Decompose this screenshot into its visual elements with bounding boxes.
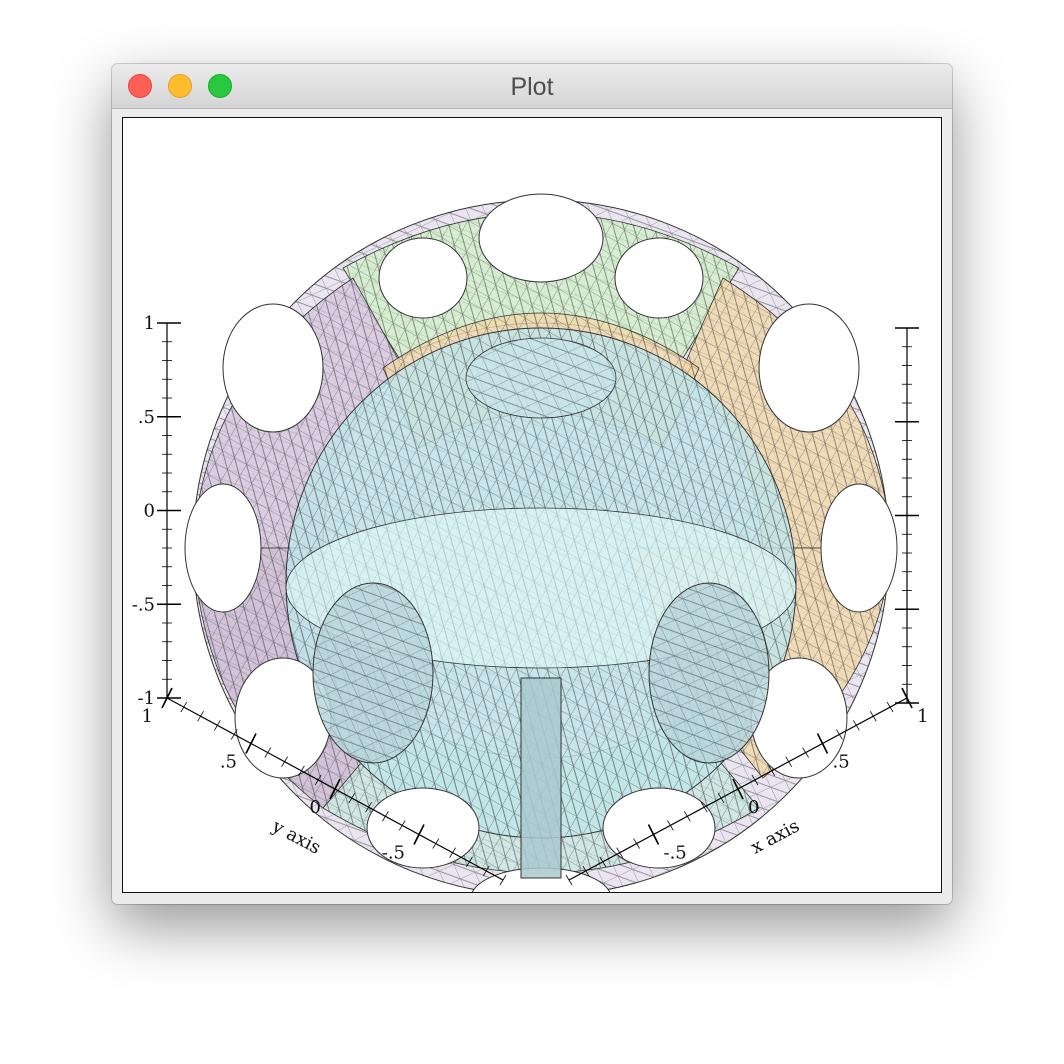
y-minor-tick — [466, 856, 473, 868]
y-minor-tick — [348, 792, 356, 804]
y-major-tick — [161, 687, 173, 709]
surface-group — [184, 193, 898, 892]
axes-group — [157, 322, 919, 886]
x-minor-tick — [599, 856, 607, 868]
shell-hole — [602, 787, 716, 869]
x-minor-tick — [700, 801, 708, 813]
y-tick-label: -.5 — [382, 843, 405, 864]
x-tick-label: 0 — [748, 797, 759, 818]
y-minor-tick — [499, 874, 507, 886]
inner-sphere-top-mesh — [466, 338, 616, 418]
y-tick-label: .5 — [220, 752, 237, 773]
y-minor-tick — [482, 865, 490, 877]
y-minor-tick — [398, 820, 406, 831]
x-tick-label: 1 — [917, 706, 928, 727]
y-axis-label: y axis — [268, 815, 324, 858]
y-minor-tick — [281, 756, 288, 767]
y-tick-label: 1 — [142, 706, 153, 727]
x-minor-tick — [836, 729, 843, 740]
y-minor-tick — [180, 701, 188, 713]
x-minor-tick — [582, 865, 590, 877]
y-minor-tick — [449, 847, 456, 858]
tube-left-mesh — [313, 583, 433, 763]
z-tick-label: 0 — [144, 501, 155, 522]
x-major-tick — [816, 733, 829, 754]
zoom-button[interactable] — [208, 74, 232, 98]
x-minor-tick — [616, 847, 624, 858]
x-minor-tick — [785, 756, 793, 767]
x-minor-tick — [683, 811, 691, 822]
z-tick-label: .5 — [138, 407, 155, 428]
window-content: -1 -.5 0.5 1 1.5 0 -.5 y axis -.5 0.5 1 x axis — [112, 109, 952, 904]
y-minor-tick — [432, 838, 440, 849]
x-minor-tick — [565, 874, 573, 886]
x-minor-tick — [751, 774, 759, 786]
z-tick-label: -.5 — [132, 594, 155, 615]
y-minor-tick — [382, 811, 389, 822]
z-tick-label: -1 — [137, 688, 155, 709]
surface-plot: -1-.50.511.50-.5y axis -.50.51x axis — [132, 193, 928, 892]
z-tick-label: 1 — [144, 313, 155, 334]
plot-window: Plot -1 -.5 0.5 1 1.5 0 -.5 y axis -.5 0. — [112, 64, 952, 904]
x-minor-tick — [633, 838, 640, 849]
x-tick-label: .5 — [833, 752, 850, 773]
shell-hole — [758, 303, 860, 433]
shell-hole — [184, 483, 262, 613]
y-minor-tick — [298, 765, 305, 777]
x-major-tick — [647, 824, 660, 845]
close-button[interactable] — [128, 74, 152, 98]
y-minor-tick — [214, 720, 221, 731]
x-major-tick — [901, 687, 913, 709]
x-minor-tick — [768, 765, 776, 777]
tube-right-mesh — [649, 583, 769, 763]
shell-hole — [478, 193, 604, 283]
x-major-tick — [732, 778, 744, 800]
y-minor-tick — [230, 729, 238, 740]
x-minor-tick — [886, 701, 894, 713]
y-minor-tick — [314, 774, 322, 786]
x-minor-tick — [869, 710, 877, 722]
y-minor-tick — [197, 710, 204, 722]
y-major-tick — [413, 824, 425, 845]
title-bar[interactable]: Plot — [112, 64, 952, 109]
plot-area: -1 -.5 0.5 1 1.5 0 -.5 y axis -.5 0.5 1 x axis — [122, 117, 942, 893]
x-tick-label: -.5 — [664, 843, 687, 864]
x-minor-tick — [802, 747, 809, 758]
minimize-button[interactable] — [168, 74, 192, 98]
shell-hole — [222, 303, 324, 433]
x-minor-tick — [852, 720, 860, 731]
y-minor-tick — [365, 801, 372, 813]
x-minor-tick — [667, 820, 674, 831]
shell-hole — [378, 237, 468, 319]
y-major-tick — [329, 778, 341, 800]
y-minor-tick — [264, 747, 272, 758]
window-title: Plot — [510, 73, 554, 101]
shell-hole — [820, 483, 898, 613]
tube-front — [520, 677, 562, 879]
y-major-tick — [245, 733, 257, 754]
y-tick-label: 0 — [310, 797, 321, 818]
x-minor-tick — [717, 792, 725, 804]
shell-hole — [614, 237, 704, 319]
